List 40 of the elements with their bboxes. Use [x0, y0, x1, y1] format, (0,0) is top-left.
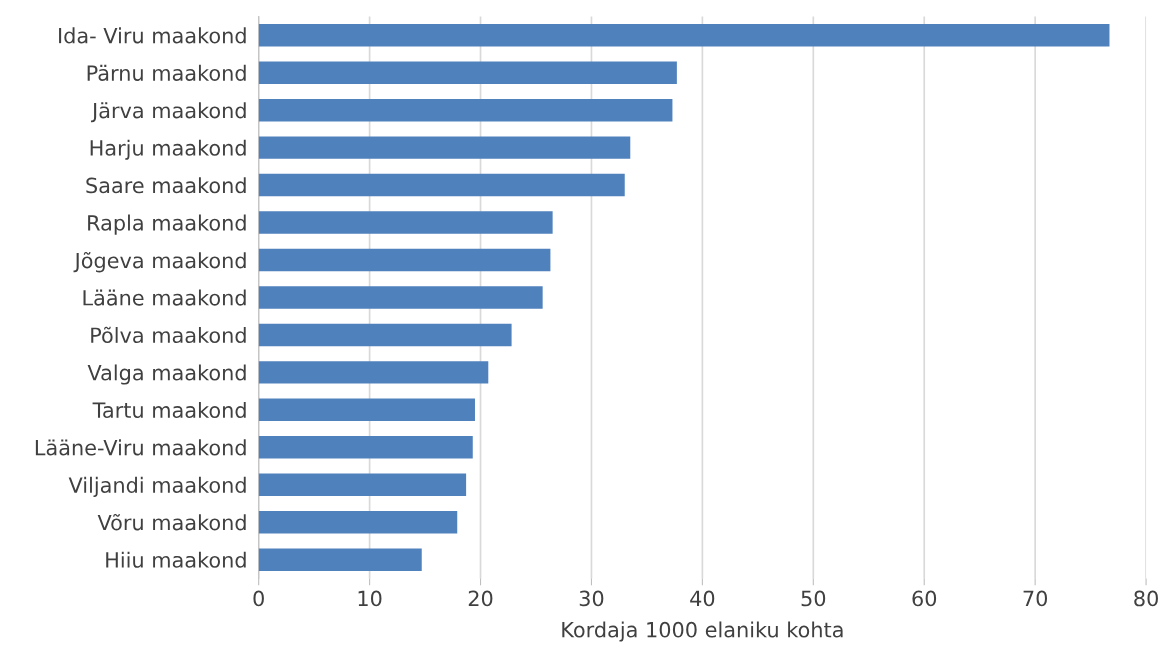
y-tick-label: Saare maakond	[86, 177, 246, 194]
bar	[258, 361, 489, 384]
y-tick-label: Hiiu maakond	[106, 551, 246, 568]
bar	[258, 398, 475, 422]
x-tick-label: 60	[912, 590, 937, 607]
bar	[258, 436, 473, 459]
y-tick-label: Viljandi maakond	[68, 476, 246, 497]
y-tick-label: Harju maakond	[90, 139, 246, 160]
bar	[258, 510, 458, 534]
bar	[258, 173, 625, 197]
y-tick-label: Jõgeva maakond	[73, 251, 246, 273]
y-tick-label: Järva maakond	[90, 102, 246, 123]
bar	[258, 323, 512, 347]
y-tick-label: Rapla maakond	[88, 214, 246, 235]
y-tick-label: Võru maakond	[97, 513, 246, 531]
y-tick-label: Valga maakond	[87, 364, 246, 385]
bar	[258, 548, 422, 571]
x-tick-label: 10	[358, 590, 382, 607]
y-tick-label: Pärnu maakond	[87, 64, 246, 81]
bar	[258, 61, 677, 84]
bar	[258, 248, 551, 272]
y-tick-label: Tartu maakond	[92, 401, 246, 419]
x-tick-label: 70	[1023, 590, 1048, 607]
x-tick-label: 0	[253, 590, 264, 607]
y-tick-label: Põlva maakond	[91, 326, 246, 344]
y-tick-label: Lääne maakond	[83, 289, 246, 306]
bar	[258, 473, 467, 496]
bar	[258, 286, 543, 309]
bar	[258, 24, 1110, 47]
x-tick-label: 20	[468, 590, 493, 607]
y-tick-label: Ida- Viru maakond	[59, 27, 246, 44]
x-tick-label: 30	[579, 590, 604, 607]
x-tick-label: 50	[801, 590, 826, 607]
bar	[258, 98, 673, 122]
x-axis-title: Kordaja 1000 elaniku kohta	[562, 621, 843, 642]
bar	[258, 136, 631, 159]
x-tick-label: 80	[1134, 590, 1158, 607]
y-tick-label: Lääne-Viru maakond	[35, 439, 246, 456]
x-tick-label: 40	[690, 590, 715, 607]
bar	[258, 211, 553, 234]
